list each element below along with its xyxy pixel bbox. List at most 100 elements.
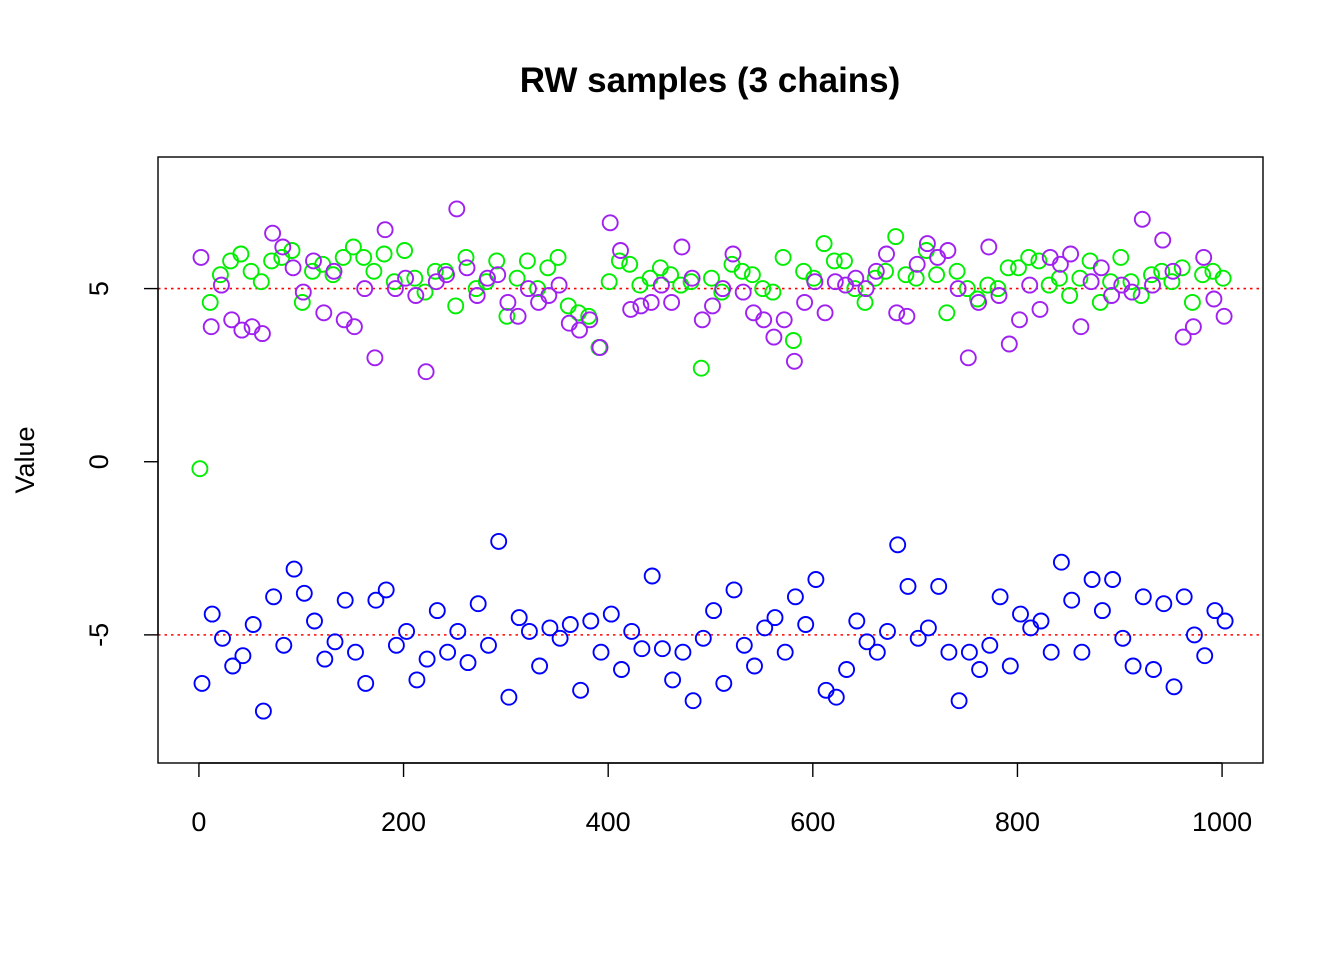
data-point <box>693 311 711 329</box>
data-point <box>857 280 875 298</box>
data-point <box>612 242 629 259</box>
data-point <box>815 235 833 253</box>
data-point <box>1083 571 1101 588</box>
data-point <box>704 297 721 315</box>
data-point <box>672 276 690 294</box>
data-point <box>1104 571 1122 588</box>
data-point <box>1011 311 1028 329</box>
data-point <box>284 259 302 277</box>
data-point <box>652 276 670 294</box>
data-point <box>559 297 577 315</box>
data-point <box>1215 307 1233 325</box>
data-point <box>1173 259 1191 277</box>
data-point <box>602 605 620 623</box>
data-point <box>774 248 792 266</box>
data-point <box>1062 245 1080 263</box>
data-point <box>345 318 363 336</box>
data-point <box>417 363 435 381</box>
data-point <box>326 633 344 651</box>
data-point <box>468 287 486 304</box>
data-point <box>664 671 682 689</box>
data-point <box>601 214 619 232</box>
data-point <box>202 318 220 336</box>
data-point <box>1123 283 1141 301</box>
data-point <box>234 647 252 665</box>
data-point <box>193 674 211 692</box>
data-point <box>1145 661 1162 678</box>
data-point <box>428 602 446 620</box>
data-point <box>940 643 958 661</box>
data-point <box>551 629 569 647</box>
data-point <box>1154 231 1172 249</box>
data-point <box>1052 553 1070 571</box>
data-point <box>224 657 242 675</box>
data-point <box>469 595 487 613</box>
data-point <box>274 238 292 256</box>
data-point <box>509 307 527 325</box>
data-point <box>786 588 804 606</box>
data-point <box>867 262 885 280</box>
data-point <box>385 273 403 291</box>
data-point <box>347 643 364 661</box>
data-point <box>1184 318 1202 336</box>
data-point <box>703 269 720 287</box>
data-point <box>242 262 260 280</box>
data-point <box>663 293 681 311</box>
data-point <box>989 280 1007 298</box>
data-point <box>1022 619 1040 637</box>
data-point <box>756 619 774 637</box>
data-point <box>980 238 998 256</box>
data-point <box>838 661 856 678</box>
data-point <box>692 359 710 377</box>
data-point <box>816 304 834 322</box>
data-point <box>550 276 568 294</box>
data-point <box>725 581 743 599</box>
data-point <box>1134 588 1152 606</box>
data-point <box>203 605 221 623</box>
data-point <box>232 245 250 263</box>
data-point <box>315 304 333 322</box>
data-point <box>357 674 375 692</box>
data-point <box>1214 269 1232 287</box>
data-point <box>746 657 763 675</box>
data-point <box>520 622 538 640</box>
data-point <box>1071 269 1089 287</box>
data-point <box>377 581 395 599</box>
y-tick-label: -5 <box>84 623 114 647</box>
data-point <box>631 276 649 294</box>
data-point <box>950 692 968 710</box>
data-point <box>488 252 506 270</box>
data-point <box>979 276 997 294</box>
x-tick-label: 400 <box>586 807 631 837</box>
data-point <box>766 609 784 627</box>
data-point <box>622 300 640 318</box>
data-point <box>610 252 628 270</box>
data-point <box>316 650 334 668</box>
data-point <box>263 252 281 270</box>
data-point <box>540 287 558 304</box>
data-point <box>651 259 669 277</box>
data-point <box>306 612 323 630</box>
data-point <box>847 269 865 287</box>
data-point <box>449 622 467 640</box>
data-point <box>518 252 536 270</box>
chart-title: RW samples (3 chains) <box>520 61 901 100</box>
y-axis-label: Value <box>10 426 40 493</box>
data-point <box>714 280 732 298</box>
data-point <box>877 262 894 280</box>
data-point <box>948 262 966 280</box>
y-axis: -5 0 5 <box>84 281 159 647</box>
data-point <box>1175 588 1193 606</box>
data-point <box>999 259 1017 277</box>
data-point <box>212 276 230 294</box>
data-point <box>928 266 946 284</box>
data-point <box>1001 657 1019 675</box>
x-tick-label: 1000 <box>1192 807 1252 837</box>
data-point <box>1122 273 1140 291</box>
data-point <box>939 242 957 259</box>
data-point <box>1133 210 1151 228</box>
y-tick-label: 0 <box>84 454 114 469</box>
data-point <box>570 304 587 322</box>
data-point <box>836 252 853 270</box>
data-point <box>427 273 445 291</box>
